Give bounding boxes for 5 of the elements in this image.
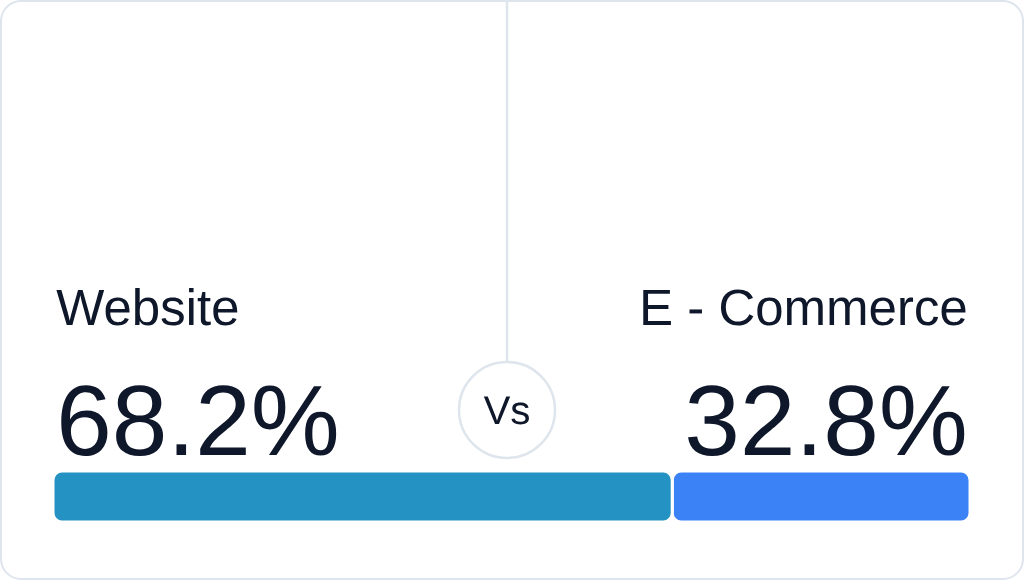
- text: Vs: [483, 396, 529, 425]
- text: Website: [56, 288, 238, 326]
- data-label: 68.2%: [61, 385, 337, 456]
- data-label: 32.8%: [688, 385, 965, 456]
- text: E - Commerce: [643, 289, 966, 326]
